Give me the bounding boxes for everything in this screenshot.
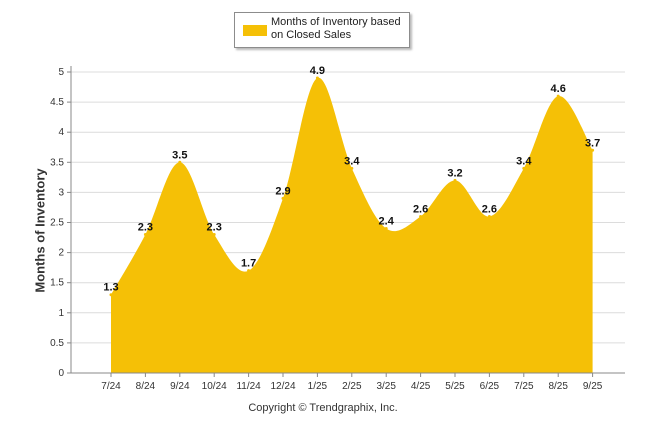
data-point — [487, 214, 491, 218]
data-label: 3.5 — [172, 149, 187, 161]
y-axis-title: Months of Inventory — [32, 168, 48, 293]
data-label: 2.4 — [379, 216, 395, 228]
data-point — [350, 166, 354, 170]
x-tick-label: 12/24 — [270, 381, 295, 392]
data-label: 4.6 — [551, 83, 566, 95]
x-tick-label: 9/24 — [170, 381, 190, 392]
data-label: 2.6 — [413, 203, 428, 215]
x-tick-label: 5/25 — [445, 381, 465, 392]
data-point — [522, 166, 526, 170]
data-point — [143, 233, 147, 237]
y-tick-label: 1.5 — [50, 278, 64, 289]
data-label: 3.7 — [585, 137, 600, 149]
x-tick-label: 4/25 — [411, 381, 431, 392]
data-point — [178, 160, 182, 164]
data-label: 2.3 — [138, 222, 153, 234]
data-point — [247, 269, 251, 273]
x-tick-label: 6/25 — [480, 381, 500, 392]
y-tick-label: 4 — [58, 127, 64, 138]
data-point — [419, 214, 423, 218]
x-tick-label: 2/25 — [342, 381, 362, 392]
data-point — [453, 178, 457, 182]
x-tick-label: 1/25 — [308, 381, 328, 392]
data-label: 3.4 — [516, 155, 532, 167]
legend: Months of Inventory based on Closed Sale… — [234, 12, 410, 48]
x-tick-label: 10/24 — [202, 381, 227, 392]
y-tick-label: 3.5 — [50, 157, 64, 168]
data-label: 3.2 — [447, 167, 462, 179]
y-tick-label: 4.5 — [50, 97, 64, 108]
x-tick-label: 7/24 — [101, 381, 121, 392]
data-label: 1.7 — [241, 258, 256, 270]
data-point — [109, 293, 113, 297]
y-tick-label: 0.5 — [50, 338, 64, 349]
y-tick-label: 2 — [58, 248, 64, 259]
legend-swatch — [243, 25, 267, 36]
x-tick-label: 7/25 — [514, 381, 534, 392]
data-point — [212, 233, 216, 237]
area-series — [109, 76, 595, 373]
y-tick-label: 0 — [58, 368, 64, 379]
data-labels: 1.3 2.3 3.5 2.3 1.7 2.9 4.9 3.4 2.4 2.6 3.2 2.6 3.4 4… — [103, 65, 600, 294]
y-tick-label: 5 — [58, 67, 64, 78]
data-point — [556, 94, 560, 98]
copyright-footer: Copyright © Trendgraphix, Inc. — [248, 402, 398, 414]
x-tick-label: 11/24 — [236, 381, 261, 392]
data-point — [281, 196, 285, 200]
data-label: 2.6 — [482, 203, 497, 215]
x-tick-label: 9/25 — [583, 381, 603, 392]
data-point — [591, 148, 595, 152]
data-label: 2.9 — [275, 185, 290, 197]
data-label: 2.3 — [207, 222, 222, 234]
y-tick-label: 3 — [58, 187, 64, 198]
data-label: 4.9 — [310, 65, 325, 77]
data-label: 1.3 — [103, 282, 118, 294]
data-label: 3.4 — [344, 155, 360, 167]
data-point — [384, 227, 388, 231]
x-tick-label: 3/25 — [376, 381, 396, 392]
y-tick-label: 2.5 — [50, 218, 64, 229]
legend-label: Months of Inventory based on Closed Sale… — [271, 16, 401, 41]
y-tick-label: 1 — [58, 308, 64, 319]
area-fill — [111, 77, 593, 373]
data-point — [315, 76, 319, 80]
axes: 0 0.5 1 1.5 2 2.5 3 3.5 4 4.5 5 7/24 8/24 9/24 10/24 11… — [50, 66, 625, 392]
x-tick-label: 8/25 — [548, 381, 568, 392]
x-tick-label: 8/24 — [136, 381, 156, 392]
